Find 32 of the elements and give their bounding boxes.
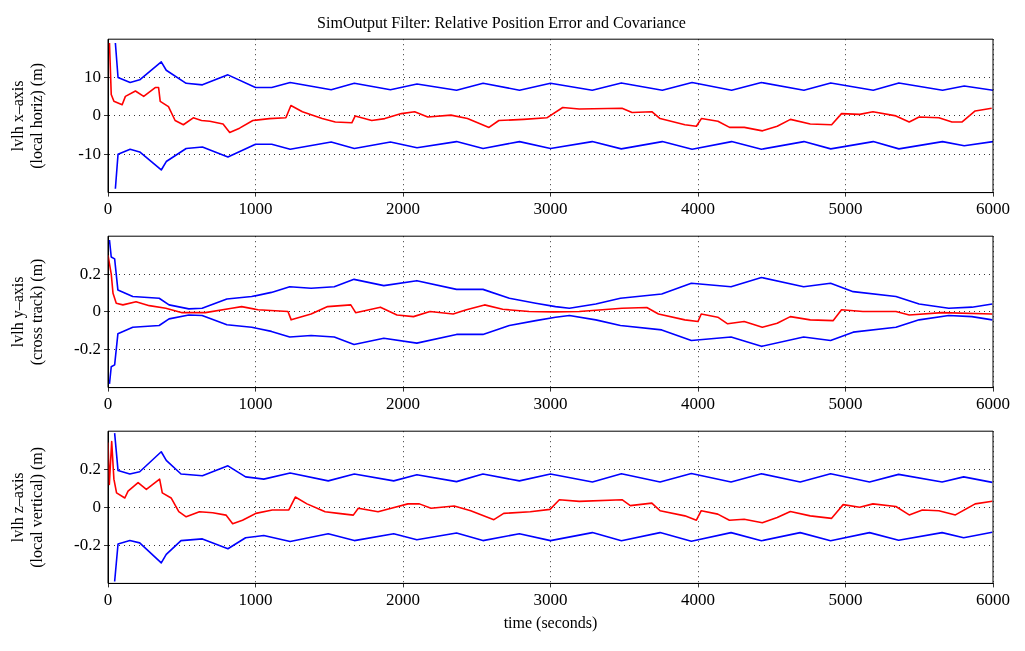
x-tick-label: 1000 bbox=[238, 590, 273, 610]
x-tick-label: 3000 bbox=[533, 394, 568, 414]
x-tick-label: 6000 bbox=[976, 590, 1010, 610]
chart-title: SimOutput Filter: Relative Position Error and Covariance bbox=[317, 13, 686, 32]
y-tick-label: 10 bbox=[84, 67, 101, 87]
x-tick-label: 3000 bbox=[533, 199, 568, 219]
x-tick-label: 1000 bbox=[238, 394, 273, 414]
x-tick-label: 3000 bbox=[533, 590, 568, 610]
y-tick-label: 0 bbox=[92, 105, 101, 125]
y-tick-label: 0 bbox=[92, 496, 101, 516]
y-axis-title: lvlh x–axis (local horiz) (m) bbox=[9, 63, 46, 169]
x-tick-label: 4000 bbox=[681, 394, 715, 414]
y-tick-label: 0 bbox=[92, 301, 101, 321]
x-tick-label: 1000 bbox=[238, 199, 273, 219]
y-tick-label: -0.2 bbox=[74, 534, 101, 554]
x-tick-label: 6000 bbox=[976, 394, 1010, 414]
y-axis-title: lvlh y–axis (cross track) (m) bbox=[9, 258, 46, 366]
y-tick-label: 0.2 bbox=[79, 458, 101, 478]
x-tick-label: 2000 bbox=[386, 199, 420, 219]
y-axis-title: lvlh z–axis (local vertical) (m) bbox=[9, 446, 46, 568]
x-tick-label: 2000 bbox=[386, 590, 420, 610]
y-tick-label: -0.2 bbox=[74, 339, 101, 359]
x-tick-label: 6000 bbox=[976, 199, 1010, 219]
x-tick-label: 4000 bbox=[681, 590, 715, 610]
x-tick-label: 5000 bbox=[828, 394, 863, 414]
x-tick-label: 2000 bbox=[386, 394, 420, 414]
x-tick-label: 5000 bbox=[828, 199, 863, 219]
x-tick-label: 5000 bbox=[828, 590, 863, 610]
x-axis-title: time (seconds) bbox=[503, 613, 598, 632]
y-tick-label: -10 bbox=[78, 143, 101, 163]
y-tick-label: 0.2 bbox=[79, 263, 101, 283]
x-tick-label: 4000 bbox=[681, 199, 715, 219]
